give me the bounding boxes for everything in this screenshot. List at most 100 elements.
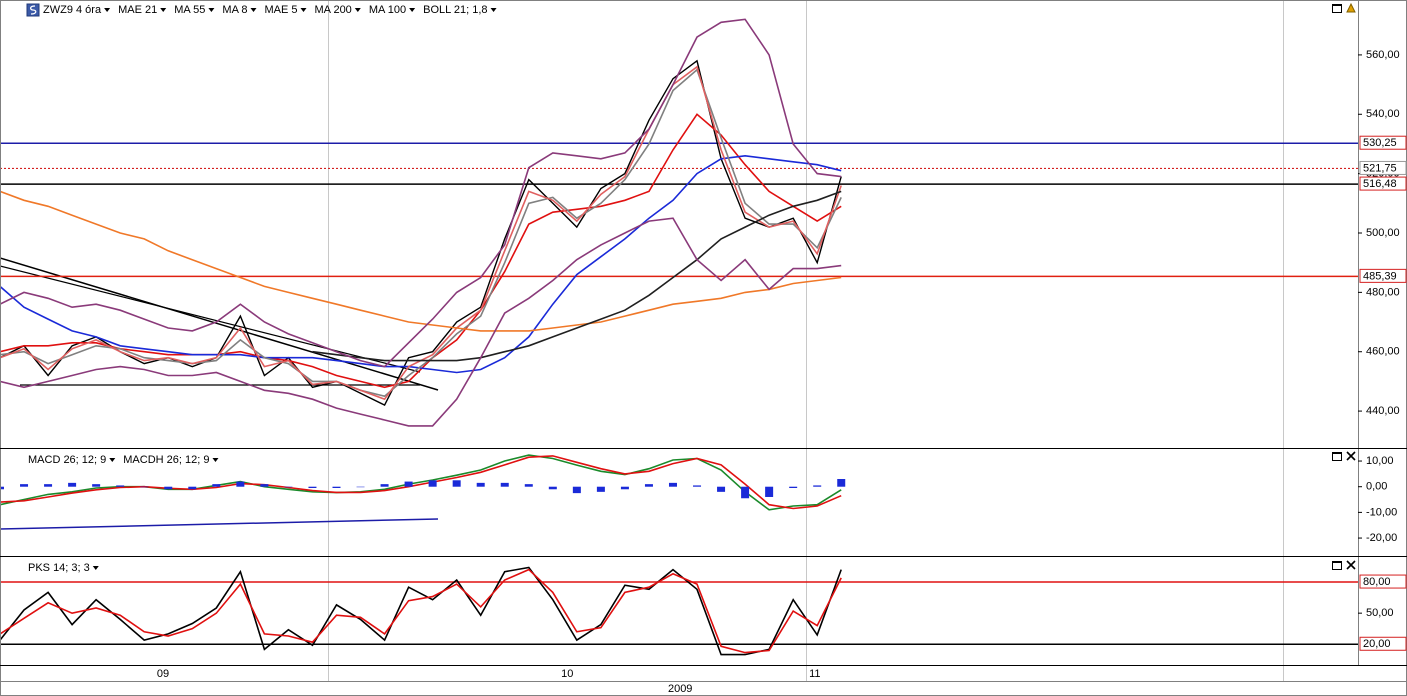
histogram-bar bbox=[404, 481, 413, 487]
histogram-bar bbox=[44, 484, 53, 487]
year-label: 2009 bbox=[668, 683, 692, 695]
legend-entry[interactable]: MACDH 26; 12; 9 bbox=[123, 454, 209, 466]
histogram-bar bbox=[476, 482, 485, 487]
level-label-box bbox=[1359, 160, 1407, 175]
histogram-bar bbox=[236, 481, 245, 487]
y-tick-label: 560,00 bbox=[1366, 49, 1400, 61]
series-line bbox=[0, 566, 842, 656]
level-label-box bbox=[1359, 636, 1407, 651]
close-button[interactable] bbox=[1346, 560, 1356, 570]
y-tick-label: 480,00 bbox=[1366, 286, 1400, 298]
legend-dropdown-arrow bbox=[104, 8, 111, 12]
legend-entry[interactable]: MAE 5 bbox=[264, 4, 297, 16]
histogram-bar bbox=[188, 486, 197, 490]
histogram-bar bbox=[116, 485, 125, 487]
legend-dropdown-arrow bbox=[300, 8, 307, 12]
x-tick-label: 09 bbox=[157, 668, 169, 680]
y-tick-label: 500,00 bbox=[1366, 227, 1400, 239]
histogram-bar bbox=[765, 486, 774, 497]
level-label-box bbox=[1359, 176, 1407, 191]
histogram-bar bbox=[741, 486, 750, 499]
y-tick-label: -20,00 bbox=[1366, 532, 1397, 544]
level-label: 516,48 bbox=[1363, 178, 1397, 190]
level-label-box bbox=[1359, 574, 1407, 589]
level-label: 530,25 bbox=[1363, 137, 1397, 149]
histogram-bar bbox=[284, 486, 293, 488]
histogram-bar bbox=[668, 482, 677, 487]
legend-entry[interactable]: MA 8 bbox=[222, 4, 247, 16]
histogram-bar bbox=[596, 486, 605, 492]
histogram-bar bbox=[813, 485, 822, 487]
legend-entry[interactable]: BOLL 21; 1,8 bbox=[423, 4, 487, 16]
histogram-bar bbox=[260, 484, 269, 487]
series-line bbox=[0, 190, 842, 332]
stochastic-panel bbox=[0, 566, 1358, 656]
histogram-bar bbox=[164, 486, 173, 490]
legend-entry[interactable]: MACD 26; 12; 9 bbox=[28, 454, 106, 466]
x-tick-label: 10 bbox=[561, 668, 573, 680]
legend-entry[interactable]: MAE 21 bbox=[118, 4, 157, 16]
labels: 440,00460,00480,00500,00520,00540,00560,… bbox=[28, 4, 1407, 695]
histogram-bar bbox=[572, 486, 581, 494]
histogram-bar bbox=[452, 480, 461, 487]
trend-line bbox=[0, 518, 439, 530]
legend-dropdown-arrow bbox=[409, 8, 416, 12]
histogram-bar bbox=[620, 486, 629, 490]
y-tick-label: 0,00 bbox=[1366, 481, 1387, 493]
histogram-bar bbox=[644, 484, 653, 487]
histogram-bar bbox=[20, 484, 29, 487]
window-buttons bbox=[1332, 2, 1356, 570]
series-line bbox=[312, 190, 842, 362]
histogram-bar bbox=[428, 480, 437, 487]
histogram-bar bbox=[0, 486, 4, 490]
symbol-icon-glyph bbox=[29, 5, 37, 15]
histogram-bar bbox=[789, 486, 798, 488]
series-line bbox=[0, 113, 842, 389]
y-tick-label: 460,00 bbox=[1366, 346, 1400, 358]
macd-panel bbox=[0, 454, 846, 530]
level-label: 80,00 bbox=[1363, 576, 1391, 588]
trend-line bbox=[0, 257, 439, 391]
histogram-bar bbox=[68, 482, 77, 487]
legend-dropdown-arrow bbox=[354, 8, 361, 12]
alert-button[interactable] bbox=[1346, 2, 1356, 13]
y-tick-label: 440,00 bbox=[1366, 405, 1400, 417]
level-label: 521,75 bbox=[1363, 162, 1397, 174]
histogram-bar bbox=[548, 486, 557, 490]
legend-dropdown-arrow bbox=[250, 8, 257, 12]
histogram-bar bbox=[837, 479, 846, 487]
y-tick-label: 50,00 bbox=[1366, 607, 1394, 619]
legend-icon bbox=[26, 3, 40, 17]
histogram-bar bbox=[380, 484, 389, 487]
legend-dropdown-arrow bbox=[160, 8, 167, 12]
series-line bbox=[0, 455, 842, 510]
legend-entry[interactable]: MA 100 bbox=[369, 4, 406, 16]
price-panel bbox=[0, 18, 1358, 427]
close-button[interactable] bbox=[1346, 451, 1356, 461]
series-line bbox=[0, 217, 842, 427]
legend-entry[interactable]: ZWZ9 4 óra bbox=[43, 4, 102, 16]
y-tick-label: 540,00 bbox=[1366, 108, 1400, 120]
histogram-bar bbox=[524, 484, 533, 487]
histogram-bar bbox=[308, 486, 317, 488]
histogram-bar bbox=[212, 484, 221, 487]
histogram-bar bbox=[140, 486, 149, 488]
x-tick-label: 11 bbox=[809, 668, 820, 680]
histogram-bar bbox=[717, 486, 726, 492]
legend-entry[interactable]: MA 200 bbox=[315, 4, 352, 16]
histogram-bar bbox=[693, 485, 702, 487]
trend-line bbox=[0, 265, 421, 373]
histogram-bar bbox=[356, 486, 365, 488]
level-label-box bbox=[1359, 135, 1407, 150]
legend-dropdown-arrow bbox=[109, 458, 116, 462]
legend-dropdown-arrow bbox=[208, 8, 215, 12]
y-tick-label: -10,00 bbox=[1366, 506, 1397, 518]
series-line bbox=[0, 568, 842, 654]
series-line bbox=[0, 154, 842, 374]
legend-dropdown-arrow bbox=[92, 566, 99, 570]
legend-entry[interactable]: PKS 14; 3; 3 bbox=[28, 562, 90, 574]
level-label-box bbox=[1359, 268, 1407, 283]
legend-entry[interactable]: MA 55 bbox=[174, 4, 205, 16]
